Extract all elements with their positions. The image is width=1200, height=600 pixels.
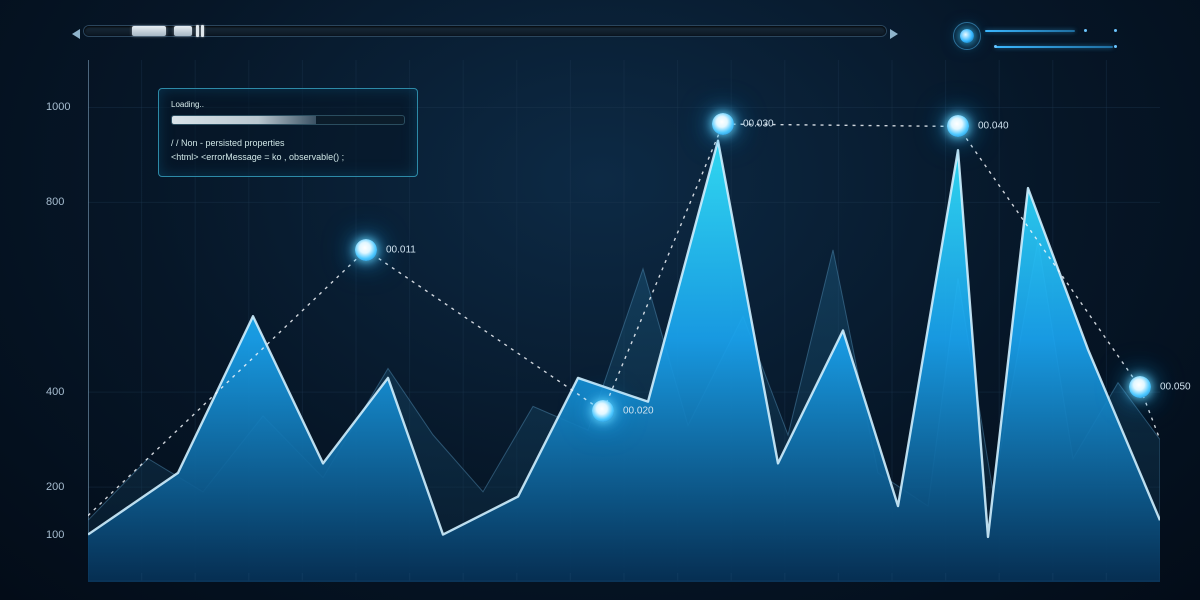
trend-node[interactable] [712, 113, 734, 135]
slider-cap-right-icon [890, 29, 898, 39]
trend-node[interactable] [592, 400, 614, 422]
loading-label: Loading.. [171, 99, 405, 111]
trend-node[interactable] [355, 239, 377, 261]
slider-grip[interactable] [201, 25, 204, 37]
y-axis-label: 800 [46, 196, 64, 208]
code-line: / / Non - persisted properties [171, 137, 405, 151]
trend-node-label: 00.020 [623, 406, 654, 417]
y-axis-label: 200 [46, 481, 64, 493]
loading-progress [171, 115, 405, 125]
code-line: <html> <errorMessage = ko , observable()… [171, 151, 405, 165]
timeline-slider[interactable] [70, 22, 900, 40]
hud-line [995, 46, 1113, 48]
trend-node-label: 00.050 [1160, 382, 1191, 393]
hud-tick-icon [1084, 29, 1087, 32]
trend-node-label: 00.011 [386, 244, 416, 255]
hud-widget [955, 20, 1145, 54]
hud-tick-icon [1114, 29, 1117, 32]
loading-panel: Loading.. / / Non - persisted properties… [158, 88, 418, 177]
trend-node-label: 00.030 [743, 119, 774, 130]
loading-progress-fill [172, 116, 316, 124]
trend-node-label: 00.040 [978, 121, 1009, 132]
hud-tick-icon [994, 45, 997, 48]
hud-tick-icon [1114, 45, 1117, 48]
y-axis-label: 100 [46, 529, 64, 541]
y-axis-label: 400 [46, 386, 64, 398]
slider-segment[interactable] [132, 26, 166, 36]
slider-track[interactable] [84, 26, 886, 36]
hud-ring-icon [953, 22, 981, 50]
slider-cap-left-icon [72, 29, 80, 39]
y-axis-label: 1000 [46, 101, 70, 113]
hud-line [985, 30, 1075, 32]
slider-segment[interactable] [174, 26, 192, 36]
slider-grip[interactable] [196, 25, 199, 37]
